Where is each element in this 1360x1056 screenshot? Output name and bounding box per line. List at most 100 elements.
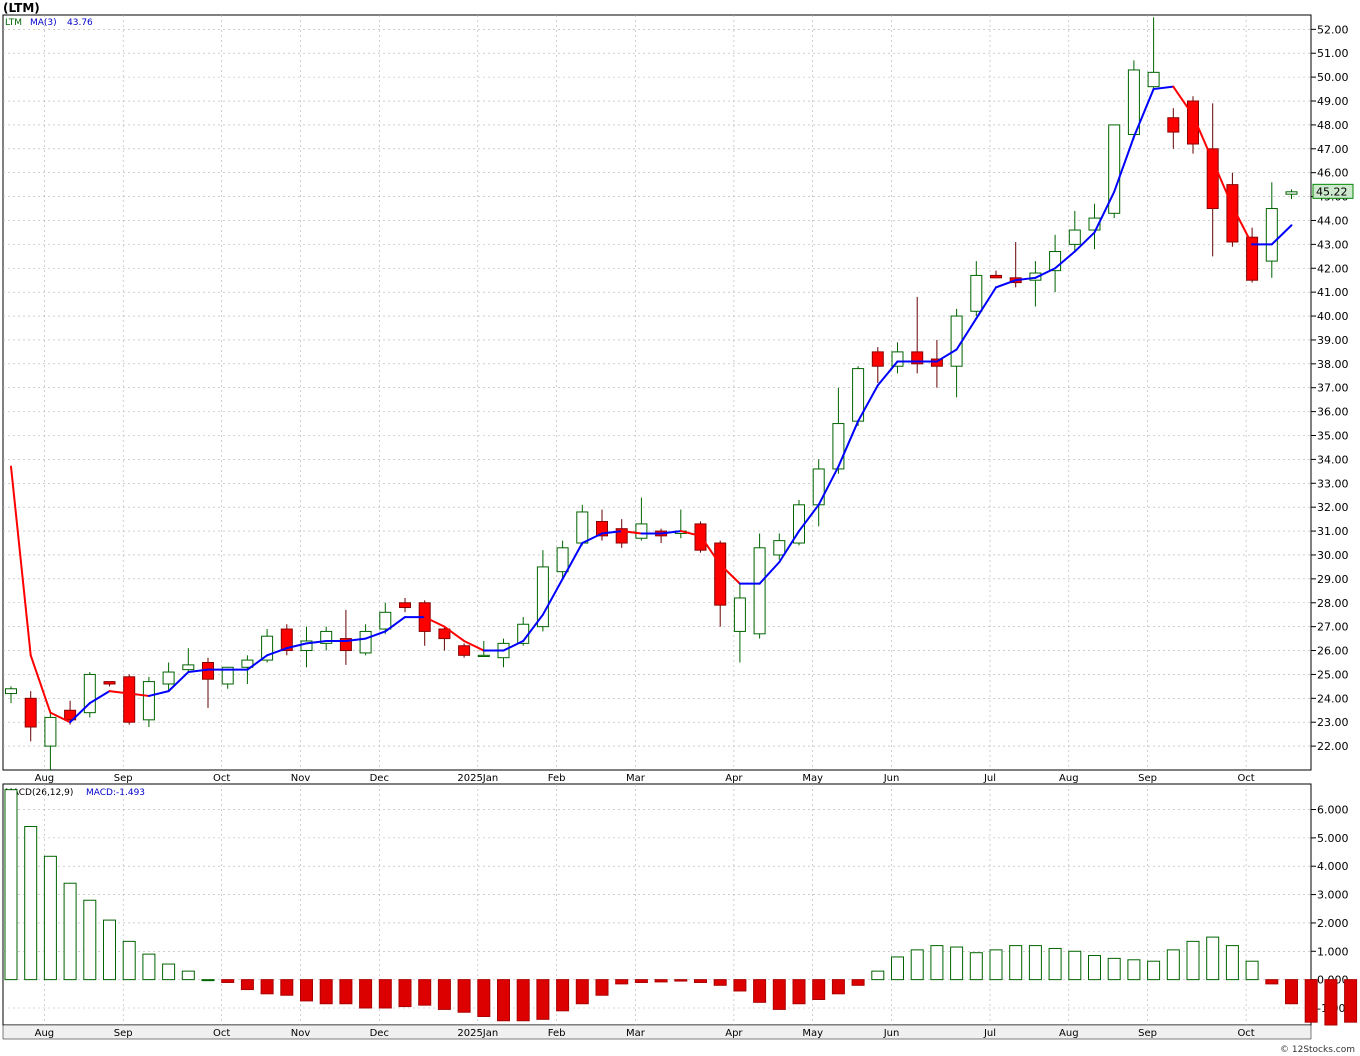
price-tick-label: 36.00 bbox=[1317, 406, 1349, 419]
price-tick-label: 24.00 bbox=[1317, 692, 1349, 705]
macd-bar bbox=[674, 979, 688, 982]
ma-line-segment bbox=[798, 503, 820, 533]
macd-bar bbox=[831, 979, 845, 995]
ma-line-segment bbox=[305, 639, 328, 645]
price-month-label: Nov bbox=[291, 773, 311, 784]
macd-bar bbox=[615, 979, 629, 985]
ma-line-segment bbox=[837, 420, 860, 468]
ma-line-segment bbox=[561, 542, 584, 580]
price-tick-label: 50.00 bbox=[1317, 71, 1349, 84]
candle-body bbox=[24, 697, 37, 728]
ma-line-segment bbox=[601, 530, 623, 535]
macd-bar bbox=[24, 826, 38, 981]
price-tick-label: 40.00 bbox=[1317, 310, 1349, 323]
ma-line-segment bbox=[1093, 190, 1116, 234]
price-tick-label: 35.00 bbox=[1317, 430, 1349, 443]
ma-line-segment bbox=[128, 692, 150, 697]
ma-line-segment bbox=[108, 690, 131, 695]
ma-line-segment bbox=[187, 668, 209, 674]
ma-line-segment bbox=[541, 577, 564, 616]
candle-body bbox=[1029, 272, 1042, 281]
macd-bar bbox=[418, 979, 432, 1006]
price-tick-label: 33.00 bbox=[1317, 477, 1349, 490]
macd-bar bbox=[339, 979, 353, 1005]
price-tick-label: 27.00 bbox=[1317, 621, 1349, 634]
ma-line-segment bbox=[1113, 135, 1135, 193]
candle-body bbox=[1127, 69, 1140, 135]
macd-bar bbox=[595, 979, 609, 996]
macd-bar bbox=[497, 979, 510, 1022]
price-month-label: Sep bbox=[114, 773, 133, 784]
candle-body bbox=[320, 630, 333, 644]
price-month-label: Dec bbox=[370, 773, 389, 784]
macd-tick-label: 3.000 bbox=[1317, 889, 1349, 902]
macd-bar bbox=[910, 949, 924, 981]
macd-month-label: Nov bbox=[291, 1028, 311, 1039]
macd-bar bbox=[1048, 947, 1062, 981]
price-month-label: Jun bbox=[883, 773, 900, 784]
candle-body bbox=[556, 547, 569, 573]
macd-bar bbox=[181, 970, 195, 981]
ma-line-segment bbox=[423, 616, 446, 628]
ma-line-segment bbox=[1152, 85, 1175, 91]
macd-bar bbox=[1206, 936, 1220, 981]
candle-body bbox=[221, 666, 234, 685]
price-tick-label: 23.00 bbox=[1317, 716, 1349, 729]
macd-bar bbox=[378, 979, 392, 1009]
candle-body bbox=[714, 542, 727, 606]
ma-line-segment bbox=[719, 563, 741, 585]
macd-bar bbox=[556, 979, 570, 1012]
macd-bar bbox=[1028, 945, 1042, 981]
candle-body bbox=[1088, 217, 1101, 231]
price-tick-label: 39.00 bbox=[1317, 334, 1349, 347]
ma-line-segment bbox=[857, 384, 879, 423]
ma-line-segment bbox=[876, 360, 899, 387]
price-tick-label: 22.00 bbox=[1317, 740, 1349, 753]
macd-bar bbox=[1265, 979, 1279, 985]
candle-body bbox=[970, 274, 983, 312]
footer-credit: © 12Stocks.com bbox=[1280, 1045, 1355, 1055]
candle-body bbox=[438, 628, 451, 640]
macd-bar bbox=[43, 855, 57, 981]
ma-line-segment bbox=[660, 530, 682, 535]
candle-body bbox=[1068, 229, 1081, 245]
macd-bar bbox=[792, 979, 806, 1005]
ma-line-segment bbox=[364, 630, 387, 640]
price-tick-label: 31.00 bbox=[1317, 525, 1349, 538]
candle-body bbox=[280, 628, 293, 652]
ma-line-segment bbox=[266, 647, 288, 657]
price-tick-label: 42.00 bbox=[1317, 262, 1349, 275]
macd-bar bbox=[1324, 979, 1338, 1026]
ma-label: MA(3) bbox=[30, 18, 57, 28]
macd-bar bbox=[1186, 940, 1200, 981]
ma-line-segment bbox=[1034, 267, 1057, 279]
ma-line-segment bbox=[935, 348, 958, 363]
price-tick-label: 46.00 bbox=[1317, 167, 1349, 180]
macd-bar bbox=[713, 979, 727, 986]
price-month-label: Aug bbox=[1059, 773, 1079, 784]
macd-bar bbox=[201, 979, 215, 982]
macd-value-label: MACD:-1.493 bbox=[86, 788, 145, 798]
macd-bar bbox=[103, 919, 116, 981]
candle-body bbox=[1285, 191, 1298, 195]
macd-bar bbox=[4, 789, 18, 981]
chart-title: (LTM) bbox=[3, 1, 40, 15]
price-tick-label: 37.00 bbox=[1317, 382, 1349, 395]
macd-bar bbox=[989, 949, 1003, 981]
candle-body bbox=[832, 423, 845, 470]
ma-line-segment bbox=[10, 465, 32, 657]
macd-month-label: May bbox=[802, 1028, 823, 1039]
macd-bar bbox=[1166, 949, 1180, 981]
ma-line-segment bbox=[344, 637, 367, 642]
price-month-label: Feb bbox=[548, 773, 566, 784]
macd-bar bbox=[319, 979, 333, 1005]
macd-bar bbox=[63, 882, 77, 981]
candle-body bbox=[300, 640, 313, 652]
macd-month-label: Mar bbox=[626, 1028, 646, 1039]
macd-bar bbox=[772, 979, 786, 1010]
macd-month-label: Oct bbox=[1237, 1028, 1254, 1039]
ma-line-segment bbox=[1192, 114, 1214, 162]
macd-bar bbox=[240, 979, 254, 991]
macd-bar bbox=[437, 979, 451, 1010]
